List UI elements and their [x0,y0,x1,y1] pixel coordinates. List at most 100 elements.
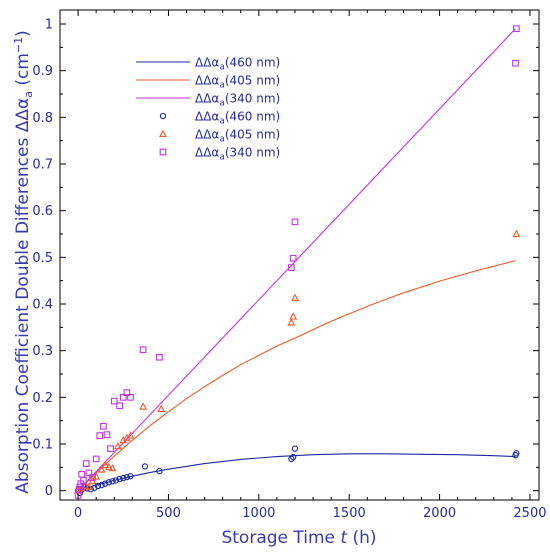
y-tick-label: 0.9 [32,64,53,79]
data-point-square [110,397,118,405]
data-point-triangle [287,318,296,326]
data-point-triangle [104,462,113,471]
data-point-triangle [291,293,299,301]
y-label-symbol: ΔΔα [13,98,33,132]
fit-line-2 [77,28,516,492]
data-point-circle [156,467,163,475]
data-point-circle [112,477,120,484]
data-point-triangle [126,431,135,439]
data-point-circle [513,450,520,457]
legend-subscript: a [219,153,225,163]
data-point-square [80,477,87,484]
data-point-circle [120,474,127,482]
data-point-square [103,431,111,439]
legend-suffix: (460 nm) [225,110,280,124]
legend-symbol: ΔΔα [195,110,219,124]
data-point-triangle [113,441,122,450]
y-label-unit: (cm [13,53,33,91]
data-point-triangle [289,312,298,320]
data-point-triangle [101,460,110,468]
data-point-square [96,432,104,439]
legend-symbol: ΔΔα [195,56,219,70]
legend-symbol: ΔΔα [195,74,219,88]
x-label-unit: (h) [347,528,376,548]
x-tick-label: 2000 [423,506,456,521]
legend-marker [159,129,167,137]
x-label-variable: t [340,528,348,548]
y-tick-label: 0.5 [32,251,53,266]
y-tick-label: 0.1 [32,438,53,453]
data-point-square [123,389,131,397]
y-tick-label: 0.2 [32,391,53,406]
legend-suffix: (405 nm) [225,74,280,88]
legend-label: ΔΔαa(460 nm) [195,56,280,73]
fit-line-0 [77,453,516,492]
data-point-square [119,393,127,401]
data-point-circle [127,473,134,480]
data-point-square [156,353,163,361]
data-point-triangle [85,482,93,490]
y-label-close: ) [13,30,33,37]
data-point-square [92,455,100,463]
data-point-square [85,469,93,477]
legend-label: ΔΔαa(340 nm) [195,92,280,109]
legend-marker [159,112,167,120]
legend-label: ΔΔαa(460 nm) [195,110,280,127]
y-tick-label: 1 [45,18,53,33]
legend-suffix: (340 nm) [225,146,280,160]
data-point-square [78,470,86,478]
data-point-square [89,474,96,481]
legend-symbol: ΔΔα [195,128,219,142]
y-label-superscript: −1 [12,37,25,53]
legend-marker [159,148,167,156]
data-point-triangle [512,229,521,237]
y-tick-label: 0 [45,484,53,499]
legend-subscript: a [219,63,225,73]
y-tick-label: 0.4 [32,298,53,313]
data-point-circle [116,475,123,483]
x-axis-label: Storage Time t (h) [221,528,376,548]
x-tick-label: 1000 [242,506,275,521]
data-point-square [116,402,123,410]
y-axis-label: Absorption Coefficient Double Difference… [12,30,35,494]
legend-symbol: ΔΔα [195,92,219,106]
data-point-square [82,460,90,467]
x-tick-label: 2500 [513,506,546,521]
data-point-square [513,25,520,33]
y-label-subscript: a [22,91,35,98]
x-tick-label: 1500 [333,506,366,521]
x-label-main: Storage Time [221,528,340,548]
data-point-square [127,393,134,401]
legend-subscript: a [219,117,225,127]
axis-tick-labels: 0 500 1000 1500 2000 2500 0 0.1 0.2 0.3 0.4 0.5 0.6 0… [32,18,546,522]
data-point-square [288,264,295,271]
data-point-triangle [139,402,148,410]
y-tick-label: 0.6 [32,204,53,219]
legend-symbol: ΔΔα [195,146,219,160]
data-point-square [512,59,519,67]
legend-label: ΔΔαa(405 nm) [195,128,280,145]
axis-ticks [60,10,539,500]
data-point-triangle [97,465,106,473]
x-tick-label: 500 [156,506,181,521]
data-point-square [289,254,297,262]
legend-suffix: (340 nm) [225,92,280,106]
plot-frame [59,9,540,501]
legend-subscript: a [219,99,225,109]
data-point-circle [94,482,102,490]
legend-subscript: a [219,135,225,145]
y-label-main: Absorption Coefficient Double Difference… [13,132,33,494]
fit-line-1 [77,260,516,492]
plot-area [74,25,521,499]
legend-suffix: (405 nm) [225,128,280,142]
data-point-circle [105,479,112,486]
data-point-square [100,422,107,430]
data-point-triangle [157,404,166,412]
data-point-circle [290,453,297,461]
data-point-circle [102,480,109,487]
data-point-circle [141,463,149,470]
legend-label: ΔΔαa(340 nm) [195,146,280,163]
x-tick-label: 0 [74,506,82,521]
data-point-circle [109,478,116,485]
